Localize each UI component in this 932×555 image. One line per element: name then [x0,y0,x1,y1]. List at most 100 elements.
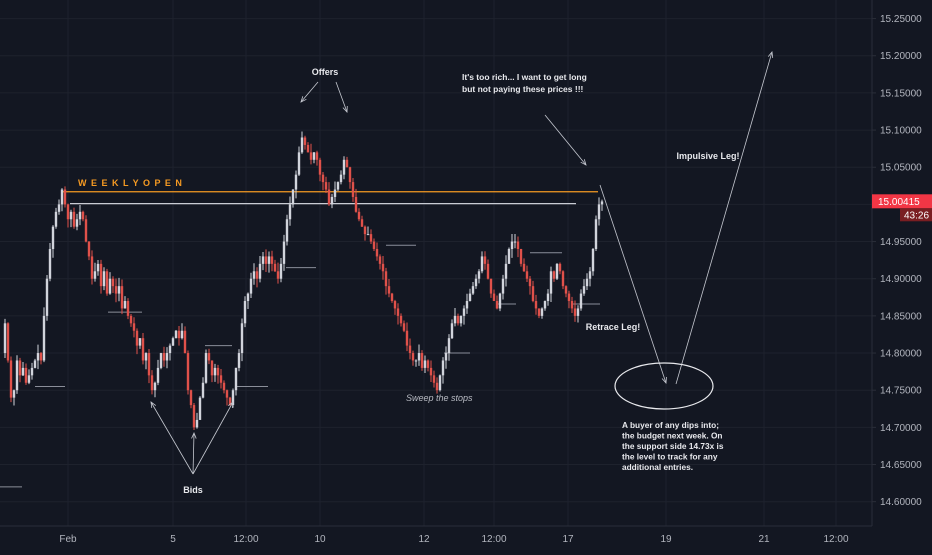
candle-body [246,293,250,302]
candle-body [576,308,580,316]
candle-body [414,360,418,362]
candle-body [342,159,346,175]
candle-body [540,308,544,316]
too-rich-arrow-head [580,159,587,166]
candle-body [222,382,226,391]
candle-body [96,263,100,272]
candle-body [369,234,373,242]
candle-body [18,360,22,376]
candle-body [315,152,319,160]
candle-body [519,248,523,264]
candle-body [441,360,445,376]
candle-body [552,271,556,279]
candle-body [300,137,304,153]
candle-body [114,286,118,294]
candle-body [477,271,481,279]
candle-body [279,263,283,279]
candle-body [570,301,574,309]
retrace-label: Retrace Leg! [586,322,641,332]
price-tick-label: 14.85000 [880,311,922,322]
candle-body [432,375,436,383]
time-tick-label: 17 [562,534,574,545]
candle-body [600,201,604,205]
candle-body [90,256,94,279]
candle-body [345,159,349,168]
candle-body [288,204,292,220]
candle-body [486,263,490,279]
candle-body [501,278,505,294]
candle-body [531,286,535,302]
support-ellipse [614,362,714,410]
sweep-label: Sweep the stops [406,393,473,403]
candle-body [102,271,106,287]
candle-body [357,211,361,220]
price-tick-label: 14.90000 [880,274,922,285]
candle-body [120,286,124,309]
candle-body [27,375,31,383]
candle-body [360,219,364,227]
buyer-note-line: the budget next week. On [622,431,723,441]
candle-body [180,330,184,339]
candle-body [585,278,589,287]
weekly-open-label: W E E K L Y O P E N [78,178,183,188]
bids-arrow-mid-head [191,431,197,439]
candle-body [459,315,463,324]
candle-body [33,360,37,368]
candle-body [6,323,10,361]
time-tick-label: 21 [758,534,770,545]
bids-arrow-left-head [150,401,157,409]
candle-body [423,360,427,368]
level-markers [0,244,600,488]
candle-body [480,256,484,272]
candle-body [597,204,601,220]
candle-body [255,271,259,279]
candle-body [447,338,451,354]
candle-body [489,278,493,294]
time-tick-label: Feb [59,534,77,545]
candle-body [588,271,592,279]
candle-body [321,174,325,183]
buyer-note-line: additional entries. [622,462,693,472]
candle-body [150,375,154,391]
candle-body [126,301,130,316]
candle-body [111,278,115,287]
candle-body [168,345,172,354]
candle-body [471,286,475,294]
candle-body [528,278,532,287]
candle-body [138,338,142,346]
candle-body [159,353,163,368]
candle-body [213,367,217,376]
candle-body [39,353,43,361]
too-rich-line-1: It's too rich... I want to get long [462,72,587,82]
price-tick-label: 14.80000 [880,349,922,360]
annotations: Offers Bids Sweep the stops It's too rich..… [150,51,774,495]
candle-body [285,219,289,242]
candle-body [525,271,529,279]
time-axis-bg [0,526,932,550]
candle-body [12,390,16,398]
candle-body [186,353,190,391]
candle-body [135,330,139,346]
bids-arrow-mid [192,432,195,475]
candle-body [75,219,79,227]
candle-body [537,308,541,316]
candle-body [318,159,322,175]
candle-body [450,323,454,339]
candle-body [48,248,52,279]
candle-body [507,248,511,264]
candle-body [57,204,61,212]
candle-body [243,301,247,324]
impulsive-label: Impulsive Leg! [676,151,739,161]
candle-body [156,367,160,383]
candle-body [294,174,298,190]
candle-body [297,152,301,175]
impulsive-leg-arrow [675,51,773,385]
candle-body [276,271,280,279]
candle-body [36,353,40,361]
candle-body [81,211,85,220]
candle-body [573,308,577,316]
time-tick-label: 10 [314,534,326,545]
candle-body [336,182,340,190]
candle-body [561,271,565,287]
